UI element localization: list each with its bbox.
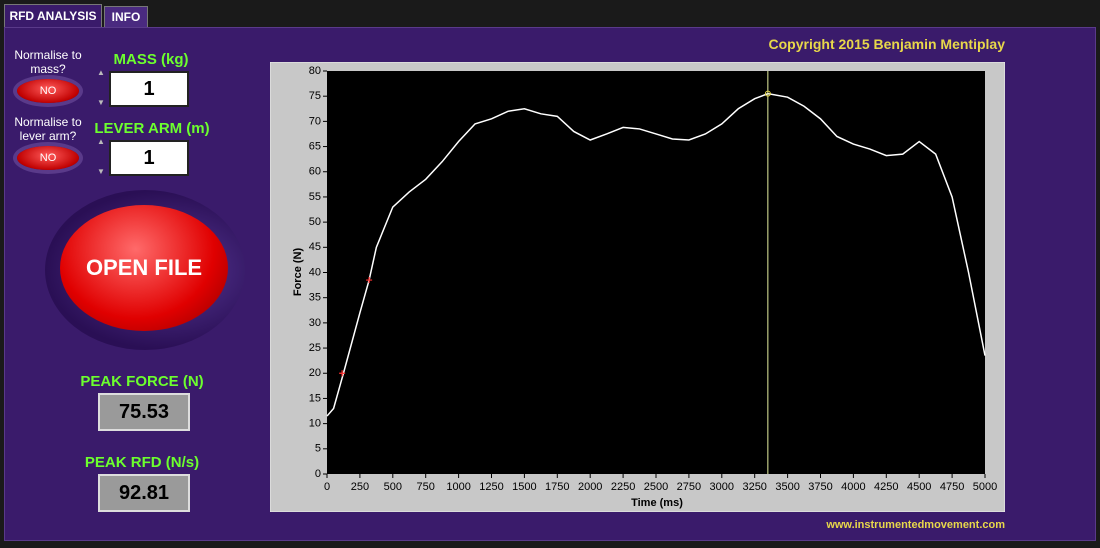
x-tick-label: 3250 (742, 481, 766, 493)
normalise-lever-button[interactable]: NO (17, 146, 79, 170)
peak-rfd-label: PEAK RFD (N/s) (84, 454, 200, 471)
lever-up[interactable]: ▲ (97, 137, 105, 146)
x-tick-label: 500 (384, 481, 402, 493)
y-tick-label: 55 (309, 191, 321, 203)
force-chart: Time (ms) Force (N) 0 5 10 15 20 25 30 35 40 45 50… (270, 62, 1005, 512)
mass-input[interactable]: 1 (109, 71, 189, 107)
y-tick-label: 25 (309, 342, 321, 354)
y-tick-label: 60 (309, 166, 321, 178)
y-tick-label: 70 (309, 115, 321, 127)
y-tick-label: 15 (309, 392, 321, 404)
y-tick-label: 10 (309, 418, 321, 430)
y-tick-label: 35 (309, 292, 321, 304)
x-tick-label: 4500 (907, 481, 931, 493)
lever-down[interactable]: ▼ (97, 167, 105, 176)
website: www.instrumentedmovement.com (826, 519, 1005, 531)
lever-arm-label: LEVER ARM (m) (94, 120, 210, 137)
y-tick-label: 30 (309, 317, 321, 329)
copyright: Copyright 2015 Benjamin Mentiplay (768, 36, 1006, 52)
x-axis-label: Time (ms) (631, 497, 683, 509)
y-tick-label: 40 (309, 266, 321, 278)
peak-force-label: PEAK FORCE (N) (80, 373, 204, 390)
force-line (326, 92, 986, 417)
x-tick-label: 3750 (808, 481, 832, 493)
y-tick-label: 5 (315, 443, 321, 455)
y-tick-label: 65 (309, 140, 321, 152)
x-tick-label: 1000 (446, 481, 470, 493)
x-tick-label: 2500 (644, 481, 668, 493)
cursor-point (764, 90, 771, 97)
rfd-marker (339, 370, 346, 377)
x-tick-label: 250 (351, 481, 369, 493)
peak-force-display: 75.53 (98, 393, 190, 431)
y-axis-label: Force (N) (292, 248, 304, 297)
peak-rfd-display: 92.81 (98, 474, 190, 512)
mass-down[interactable]: ▼ (97, 98, 105, 107)
mass-up[interactable]: ▲ (97, 68, 105, 77)
x-tick-label: 2750 (677, 481, 701, 493)
x-tick-label: 0 (324, 481, 330, 493)
y-tick-label: 50 (309, 216, 321, 228)
x-tick-label: 1500 (512, 481, 536, 493)
plot-area (327, 71, 985, 474)
x-tick-label: 4250 (874, 481, 898, 493)
lever-arm-input[interactable]: 1 (109, 140, 189, 176)
y-tick-label: 75 (309, 90, 321, 102)
x-tick-label: 3000 (710, 481, 734, 493)
x-tick-label: 5000 (973, 481, 997, 493)
x-tick-label: 750 (417, 481, 435, 493)
normalise-lever-label: Normalise to lever arm? (14, 115, 82, 143)
tab-info[interactable]: INFO (104, 6, 148, 27)
tab-rfd-analysis[interactable]: RFD ANALYSIS (4, 4, 102, 27)
x-tick-label: 2000 (578, 481, 602, 493)
y-tick-label: 20 (309, 367, 321, 379)
x-tick-label: 4000 (841, 481, 865, 493)
x-tick-label: 2250 (611, 481, 635, 493)
open-file-button[interactable]: OPEN FILE (60, 205, 228, 331)
mass-label: MASS (kg) (113, 51, 189, 68)
x-tick-label: 4750 (940, 481, 964, 493)
normalise-mass-button[interactable]: NO (17, 79, 79, 103)
normalise-mass-label: Normalise to mass? (14, 48, 82, 76)
x-tick-label: 3500 (775, 481, 799, 493)
y-tick-label: 45 (309, 241, 321, 253)
y-tick-label: 80 (309, 65, 321, 77)
rfd-marker (366, 277, 373, 284)
x-tick-label: 1750 (545, 481, 569, 493)
y-tick-label: 0 (315, 468, 321, 480)
x-tick-label: 1250 (479, 481, 503, 493)
